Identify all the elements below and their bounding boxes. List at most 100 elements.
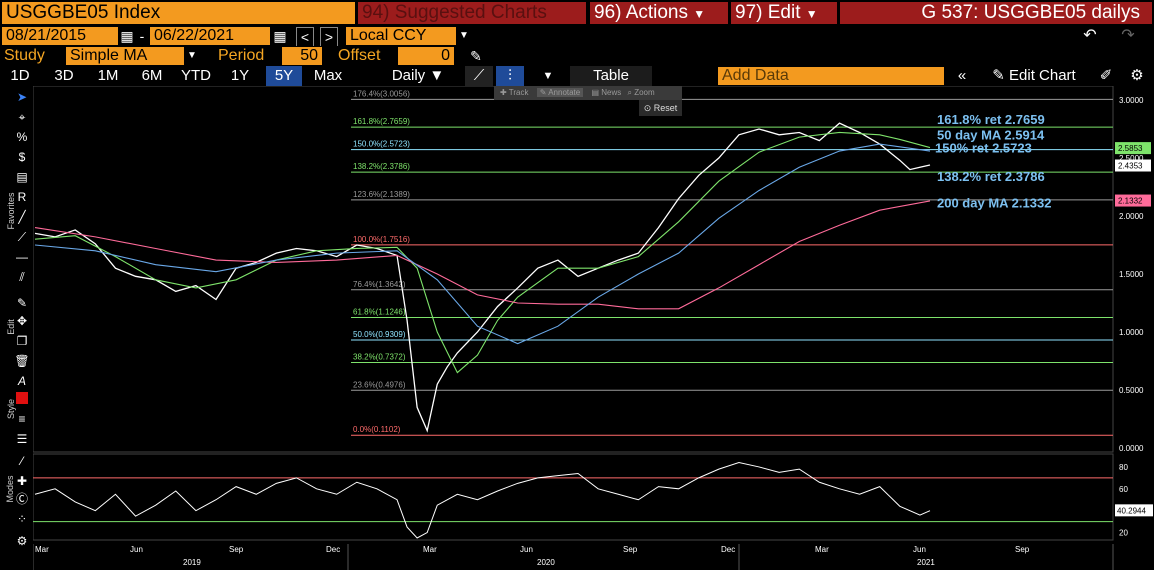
price-chart[interactable]: 176.4%(3.0056) 161.8%(2.7659) 150.0%(2.572… (33, 86, 1154, 570)
color-swatch[interactable] (12, 391, 32, 409)
price-tag-bg (1115, 194, 1151, 207)
settings-edit-icon[interactable]: ✐ (1099, 67, 1113, 84)
undo-icon[interactable]: ↶ (1083, 27, 1097, 44)
x-tick-label: Jun (130, 545, 143, 554)
horizontal-line-icon[interactable]: — (16, 250, 28, 264)
bar-chart-icon[interactable]: ⫶ (496, 66, 524, 86)
x-tick-label: Sep (229, 545, 244, 554)
period-input[interactable]: 50 (282, 47, 322, 65)
frequency-select[interactable]: Daily ▼ (382, 66, 454, 86)
modes-label: Modes (5, 475, 15, 503)
channel-tool-icon[interactable]: ⫽ (19, 270, 25, 284)
osc-plot-frame (33, 453, 1114, 541)
r-icon[interactable]: R (17, 190, 27, 204)
magic-wand-icon[interactable]: ⁄ (20, 454, 23, 468)
title-bar: USGGBE05 Index 94) Suggested Charts 96) … (0, 0, 1154, 26)
chevron-down-icon[interactable]: ▼ (187, 50, 197, 61)
range-tab-6m[interactable]: 6M (141, 67, 163, 84)
copy-icon[interactable]: ❐ (16, 334, 28, 348)
study-select[interactable]: Simple MA (66, 47, 184, 65)
annotation-label: 150% ret 2.5723 (935, 141, 1032, 156)
offset-input[interactable]: 0 (398, 47, 454, 65)
range-tab-ytd[interactable]: YTD (181, 67, 211, 84)
calendar-icon[interactable]: ▦ (120, 28, 134, 44)
range-tab-max[interactable]: Max (313, 67, 343, 84)
pencil-icon[interactable]: ✎ (470, 48, 482, 64)
track-button[interactable]: ✚ Track (500, 88, 529, 97)
fib-level-label: 61.8%(1.1246) (353, 308, 406, 317)
dollar-icon[interactable]: $ (18, 150, 26, 164)
window-title: G 537: USGGBE05 dailys (840, 2, 1152, 24)
edit-chart-button[interactable]: ✎ Edit Chart (980, 66, 1088, 86)
text-tool-icon[interactable]: A (17, 374, 26, 388)
track-label: Track (508, 88, 529, 97)
ray-tool-icon[interactable]: ⟋ (17, 230, 27, 244)
main-plot-frame (33, 86, 1114, 453)
line-style-icon[interactable]: ☰ (16, 432, 28, 446)
calendar-icon[interactable]: ▦ (273, 28, 287, 44)
edit-menu[interactable]: 97) Edit ▼ (731, 2, 837, 24)
cursor-icon[interactable]: ➤ (16, 90, 28, 104)
fib-level-label: 76.4%(1.3642) (353, 280, 406, 289)
range-tab-1y[interactable]: 1Y (230, 67, 250, 84)
y-tick-label: 1.0000 (1119, 328, 1144, 337)
news-button[interactable]: ▤ News (591, 88, 622, 97)
osc-last-tag-label: 40.2944 (1117, 506, 1146, 515)
range-tab-1d[interactable]: 1D (10, 67, 30, 84)
fib-level-label: 176.4%(3.0056) (353, 89, 410, 98)
study-bar: Study Simple MA ▼ Period 50 Offset 0 ✎ (0, 46, 1154, 66)
ticker-field[interactable]: USGGBE05 Index (2, 2, 355, 24)
reset-button[interactable]: ⊙ Reset (639, 100, 682, 116)
line-tool-icon[interactable]: ╱ (18, 210, 26, 224)
osc-line (34, 462, 931, 539)
line-weight-icon[interactable]: ≡ (18, 412, 26, 426)
table-icon[interactable]: ▤ (16, 170, 28, 184)
osc-last-tag-bg (1115, 504, 1153, 517)
percent-icon[interactable]: % (16, 130, 28, 144)
actions-menu[interactable]: 96) Actions ▼ (590, 2, 728, 24)
edit-side-label: Edit (6, 319, 16, 335)
chevron-down-icon: ▼ (429, 67, 445, 84)
y-tick-label: 0.5000 (1119, 386, 1144, 395)
start-date-field[interactable]: 08/21/2015 (2, 27, 118, 45)
trash-icon[interactable]: 🗑 (14, 354, 30, 368)
fib-level-label: 100.0%(1.7516) (353, 235, 410, 244)
suggested-charts-button[interactable]: 94) Suggested Charts (358, 2, 586, 24)
crosshair-icon[interactable]: ⌖ (18, 110, 26, 124)
fib-level-label: 161.8%(2.7659) (353, 117, 410, 126)
brush-icon[interactable]: ✎ (16, 296, 28, 310)
add-data-input[interactable]: Add Data (718, 67, 944, 85)
annotate-button[interactable]: ✎ Annotate (536, 88, 584, 97)
zoom-button[interactable]: ⌕ Zoom (627, 88, 655, 97)
fib-level-label: 138.2%(2.3786) (353, 162, 410, 171)
range-tab-1m[interactable]: 1M (97, 67, 119, 84)
redo-icon[interactable]: ↷ (1121, 27, 1135, 44)
chevron-down-icon[interactable]: ▼ (542, 70, 554, 82)
date-bar: 08/21/2015 ▦ - 06/22/2021 ▦ < > Local CC… (0, 26, 1154, 47)
annotation-label: 138.2% ret 2.3786 (937, 169, 1045, 184)
move-icon[interactable]: ✥ (16, 314, 28, 328)
line-chart-icon[interactable]: ⟋ (465, 66, 493, 86)
crosshair-mode-icon[interactable]: ✚ (16, 474, 28, 488)
x-tick-label: Jun (913, 545, 926, 554)
x-tick-label: Mar (815, 545, 829, 554)
year-label: 2020 (537, 558, 555, 567)
y-tick-label: 1.5000 (1119, 270, 1144, 279)
study-label: Study (4, 47, 45, 64)
x-tick-label: Mar (35, 545, 49, 554)
end-date-field[interactable]: 06/22/2021 (150, 27, 270, 45)
gear-icon[interactable]: ⚙ (1130, 67, 1144, 84)
range-tab-5y[interactable]: 5Y (266, 66, 302, 86)
chevron-down-icon[interactable]: ▼ (459, 30, 469, 41)
next-period-button[interactable]: > (320, 27, 338, 47)
collapse-icon[interactable]: « (957, 67, 967, 84)
scatter-mode-icon[interactable]: ⁘ (16, 512, 28, 526)
y-tick-label: 2.0000 (1119, 212, 1144, 221)
range-tab-3d[interactable]: 3D (54, 67, 74, 84)
gear-icon[interactable]: ⚙ (16, 534, 28, 548)
currency-select[interactable]: Local CCY (346, 27, 456, 45)
fib-level-label: 50.0%(0.9309) (353, 330, 406, 339)
table-button[interactable]: Table (570, 66, 652, 86)
c-mode-icon[interactable]: Ⓒ (15, 492, 28, 506)
prev-period-button[interactable]: < (296, 27, 314, 47)
